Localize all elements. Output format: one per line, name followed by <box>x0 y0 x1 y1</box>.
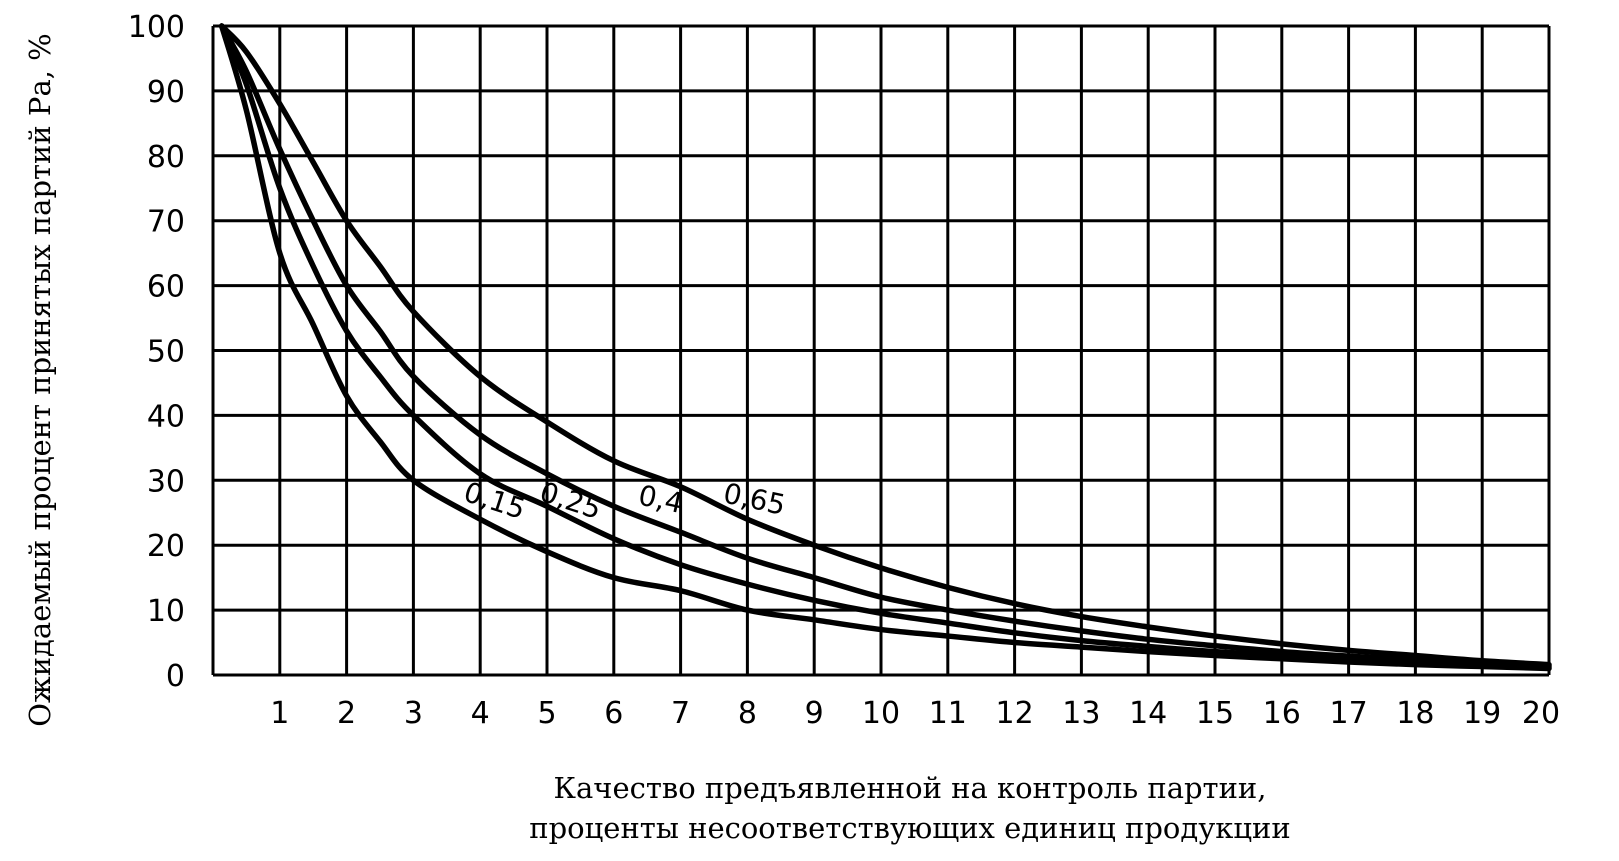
series-curve-0-15 <box>218 23 1552 672</box>
x-tick-label: 14 <box>1129 696 1167 731</box>
y-tick-label: 0 <box>166 659 185 694</box>
series-curve-0-65 <box>218 23 1552 668</box>
x-tick-label: 19 <box>1463 696 1501 731</box>
x-tick-label: 15 <box>1196 696 1234 731</box>
y-tick-label: 90 <box>147 75 185 110</box>
x-tick-label: 1 <box>270 696 289 731</box>
x-axis-title-line1: Качество предъявленной на контроль парти… <box>554 771 1267 805</box>
y-tick-label: 100 <box>128 10 185 45</box>
x-tick-label: 20 <box>1522 696 1560 731</box>
y-axis-ticks: 0 10 20 30 40 50 60 70 80 90 100 <box>128 10 185 694</box>
curve-label: 0,15 <box>460 475 529 526</box>
y-tick-label: 10 <box>147 594 185 629</box>
x-axis-ticks: 1 2 3 4 5 6 7 8 9 10 11 12 13 14 15 16 17 18 19 20 <box>270 696 1560 731</box>
y-tick-label: 20 <box>147 529 185 564</box>
x-tick-label: 12 <box>996 696 1034 731</box>
grid <box>211 24 1551 677</box>
y-tick-label: 80 <box>147 140 185 175</box>
x-tick-label: 11 <box>929 696 967 731</box>
x-tick-label: 9 <box>805 696 824 731</box>
x-tick-label: 16 <box>1263 696 1301 731</box>
x-tick-label: 5 <box>537 696 556 731</box>
y-tick-label: 60 <box>147 270 185 305</box>
x-tick-label: 6 <box>604 696 623 731</box>
series-curve-0-25 <box>218 23 1552 670</box>
y-axis-title: Ожидаемый процент принятых партий Ра, % <box>23 33 57 726</box>
x-tick-label: 10 <box>862 696 900 731</box>
x-tick-label: 3 <box>404 696 423 731</box>
x-tick-label: 8 <box>738 696 757 731</box>
x-tick-label: 2 <box>337 696 356 731</box>
y-tick-label: 50 <box>147 335 185 370</box>
x-tick-label: 13 <box>1062 696 1100 731</box>
curves <box>218 23 1552 672</box>
x-tick-label: 17 <box>1330 696 1368 731</box>
curve-label: 0,65 <box>721 477 789 522</box>
x-tick-label: 18 <box>1396 696 1434 731</box>
x-tick-label: 4 <box>471 696 490 731</box>
y-tick-label: 30 <box>147 464 185 499</box>
series-curve-0-4 <box>218 23 1552 669</box>
y-tick-label: 70 <box>147 205 185 240</box>
y-tick-label: 40 <box>147 399 185 434</box>
x-axis-title-line2: проценты несоответствующих единиц продук… <box>529 811 1290 845</box>
x-tick-label: 7 <box>671 696 690 731</box>
